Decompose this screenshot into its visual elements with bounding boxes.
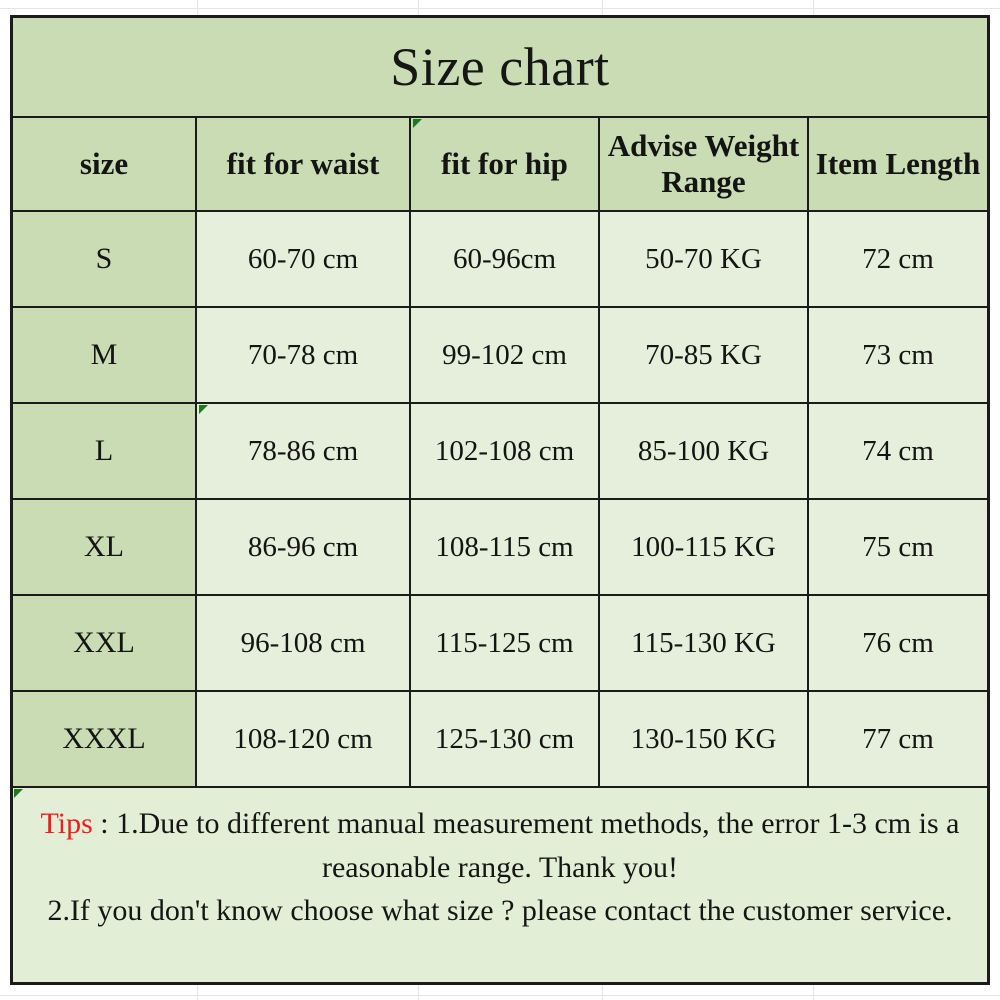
cell-size: S xyxy=(13,212,197,306)
comment-marker-icon xyxy=(413,119,422,128)
cell-hip: 99-102 cm xyxy=(411,308,600,402)
cell-size: XXXL xyxy=(13,692,197,786)
cell-item-length: 72 cm xyxy=(809,212,987,306)
comment-marker-icon xyxy=(14,789,23,798)
table-row-m: M 70-78 cm 99-102 cm 70-85 KG 73 cm xyxy=(13,308,987,404)
column-header-size: size xyxy=(13,118,197,210)
cell-size: XL xyxy=(13,500,197,594)
table-row-xl: XL 86-96 cm 108-115 cm 100-115 KG 75 cm xyxy=(13,500,987,596)
column-header-weight: Advise Weight Range xyxy=(600,118,809,210)
tips-section: Tips : 1.Due to different manual measure… xyxy=(13,788,987,982)
cell-item-length: 75 cm xyxy=(809,500,987,594)
spreadsheet-gridline xyxy=(0,995,1000,996)
tips-text-1: : 1.Due to different manual measurement … xyxy=(92,807,960,884)
size-chart-table: Size chart size fit for waist fit for hi… xyxy=(10,15,990,985)
cell-size: XXL xyxy=(13,596,197,690)
column-header-waist: fit for waist xyxy=(197,118,411,210)
cell-weight: 115-130 KG xyxy=(600,596,809,690)
table-row-l: L 78-86 cm 102-108 cm 85-100 KG 74 cm xyxy=(13,404,987,500)
tips-line-1: Tips : 1.Due to different manual measure… xyxy=(25,802,975,889)
cell-size: L xyxy=(13,404,197,498)
table-header-row: size fit for waist fit for hip Advise We… xyxy=(13,118,987,212)
cell-item-length: 76 cm xyxy=(809,596,987,690)
cell-waist: 70-78 cm xyxy=(197,308,411,402)
cell-item-length: 77 cm xyxy=(809,692,987,786)
cell-item-length: 73 cm xyxy=(809,308,987,402)
cell-waist: 60-70 cm xyxy=(197,212,411,306)
cell-waist: 78-86 cm xyxy=(197,404,411,498)
cell-weight: 85-100 KG xyxy=(600,404,809,498)
page-title: Size chart xyxy=(13,18,987,118)
column-header-length: Item Length xyxy=(815,146,981,182)
cell-waist: 86-96 cm xyxy=(197,500,411,594)
cell-hip: 102-108 cm xyxy=(411,404,600,498)
cell-hip: 125-130 cm xyxy=(411,692,600,786)
comment-marker-icon xyxy=(199,405,208,414)
cell-weight: 100-115 KG xyxy=(600,500,809,594)
cell-waist: 96-108 cm xyxy=(197,596,411,690)
cell-hip: 108-115 cm xyxy=(411,500,600,594)
cell-weight: 70-85 KG xyxy=(600,308,809,402)
cell-weight: 50-70 KG xyxy=(600,212,809,306)
cell-item-length: 74 cm xyxy=(809,404,987,498)
tips-line-2: 2.If you don't know choose what size ? p… xyxy=(47,894,953,927)
table-row-s: S 60-70 cm 60-96cm 50-70 KG 72 cm xyxy=(13,212,987,308)
cell-weight: 130-150 KG xyxy=(600,692,809,786)
cell-waist: 108-120 cm xyxy=(197,692,411,786)
table-row-xxxl: XXXL 108-120 cm 125-130 cm 130-150 KG 77… xyxy=(13,692,987,788)
column-header-hip: fit for hip xyxy=(411,118,600,210)
cell-hip: 60-96cm xyxy=(411,212,600,306)
table-row-xxl: XXL 96-108 cm 115-125 cm 115-130 KG 76 c… xyxy=(13,596,987,692)
cell-size: M xyxy=(13,308,197,402)
tips-label: Tips xyxy=(40,807,93,840)
spreadsheet-gridline xyxy=(0,8,1000,9)
cell-hip: 115-125 cm xyxy=(411,596,600,690)
